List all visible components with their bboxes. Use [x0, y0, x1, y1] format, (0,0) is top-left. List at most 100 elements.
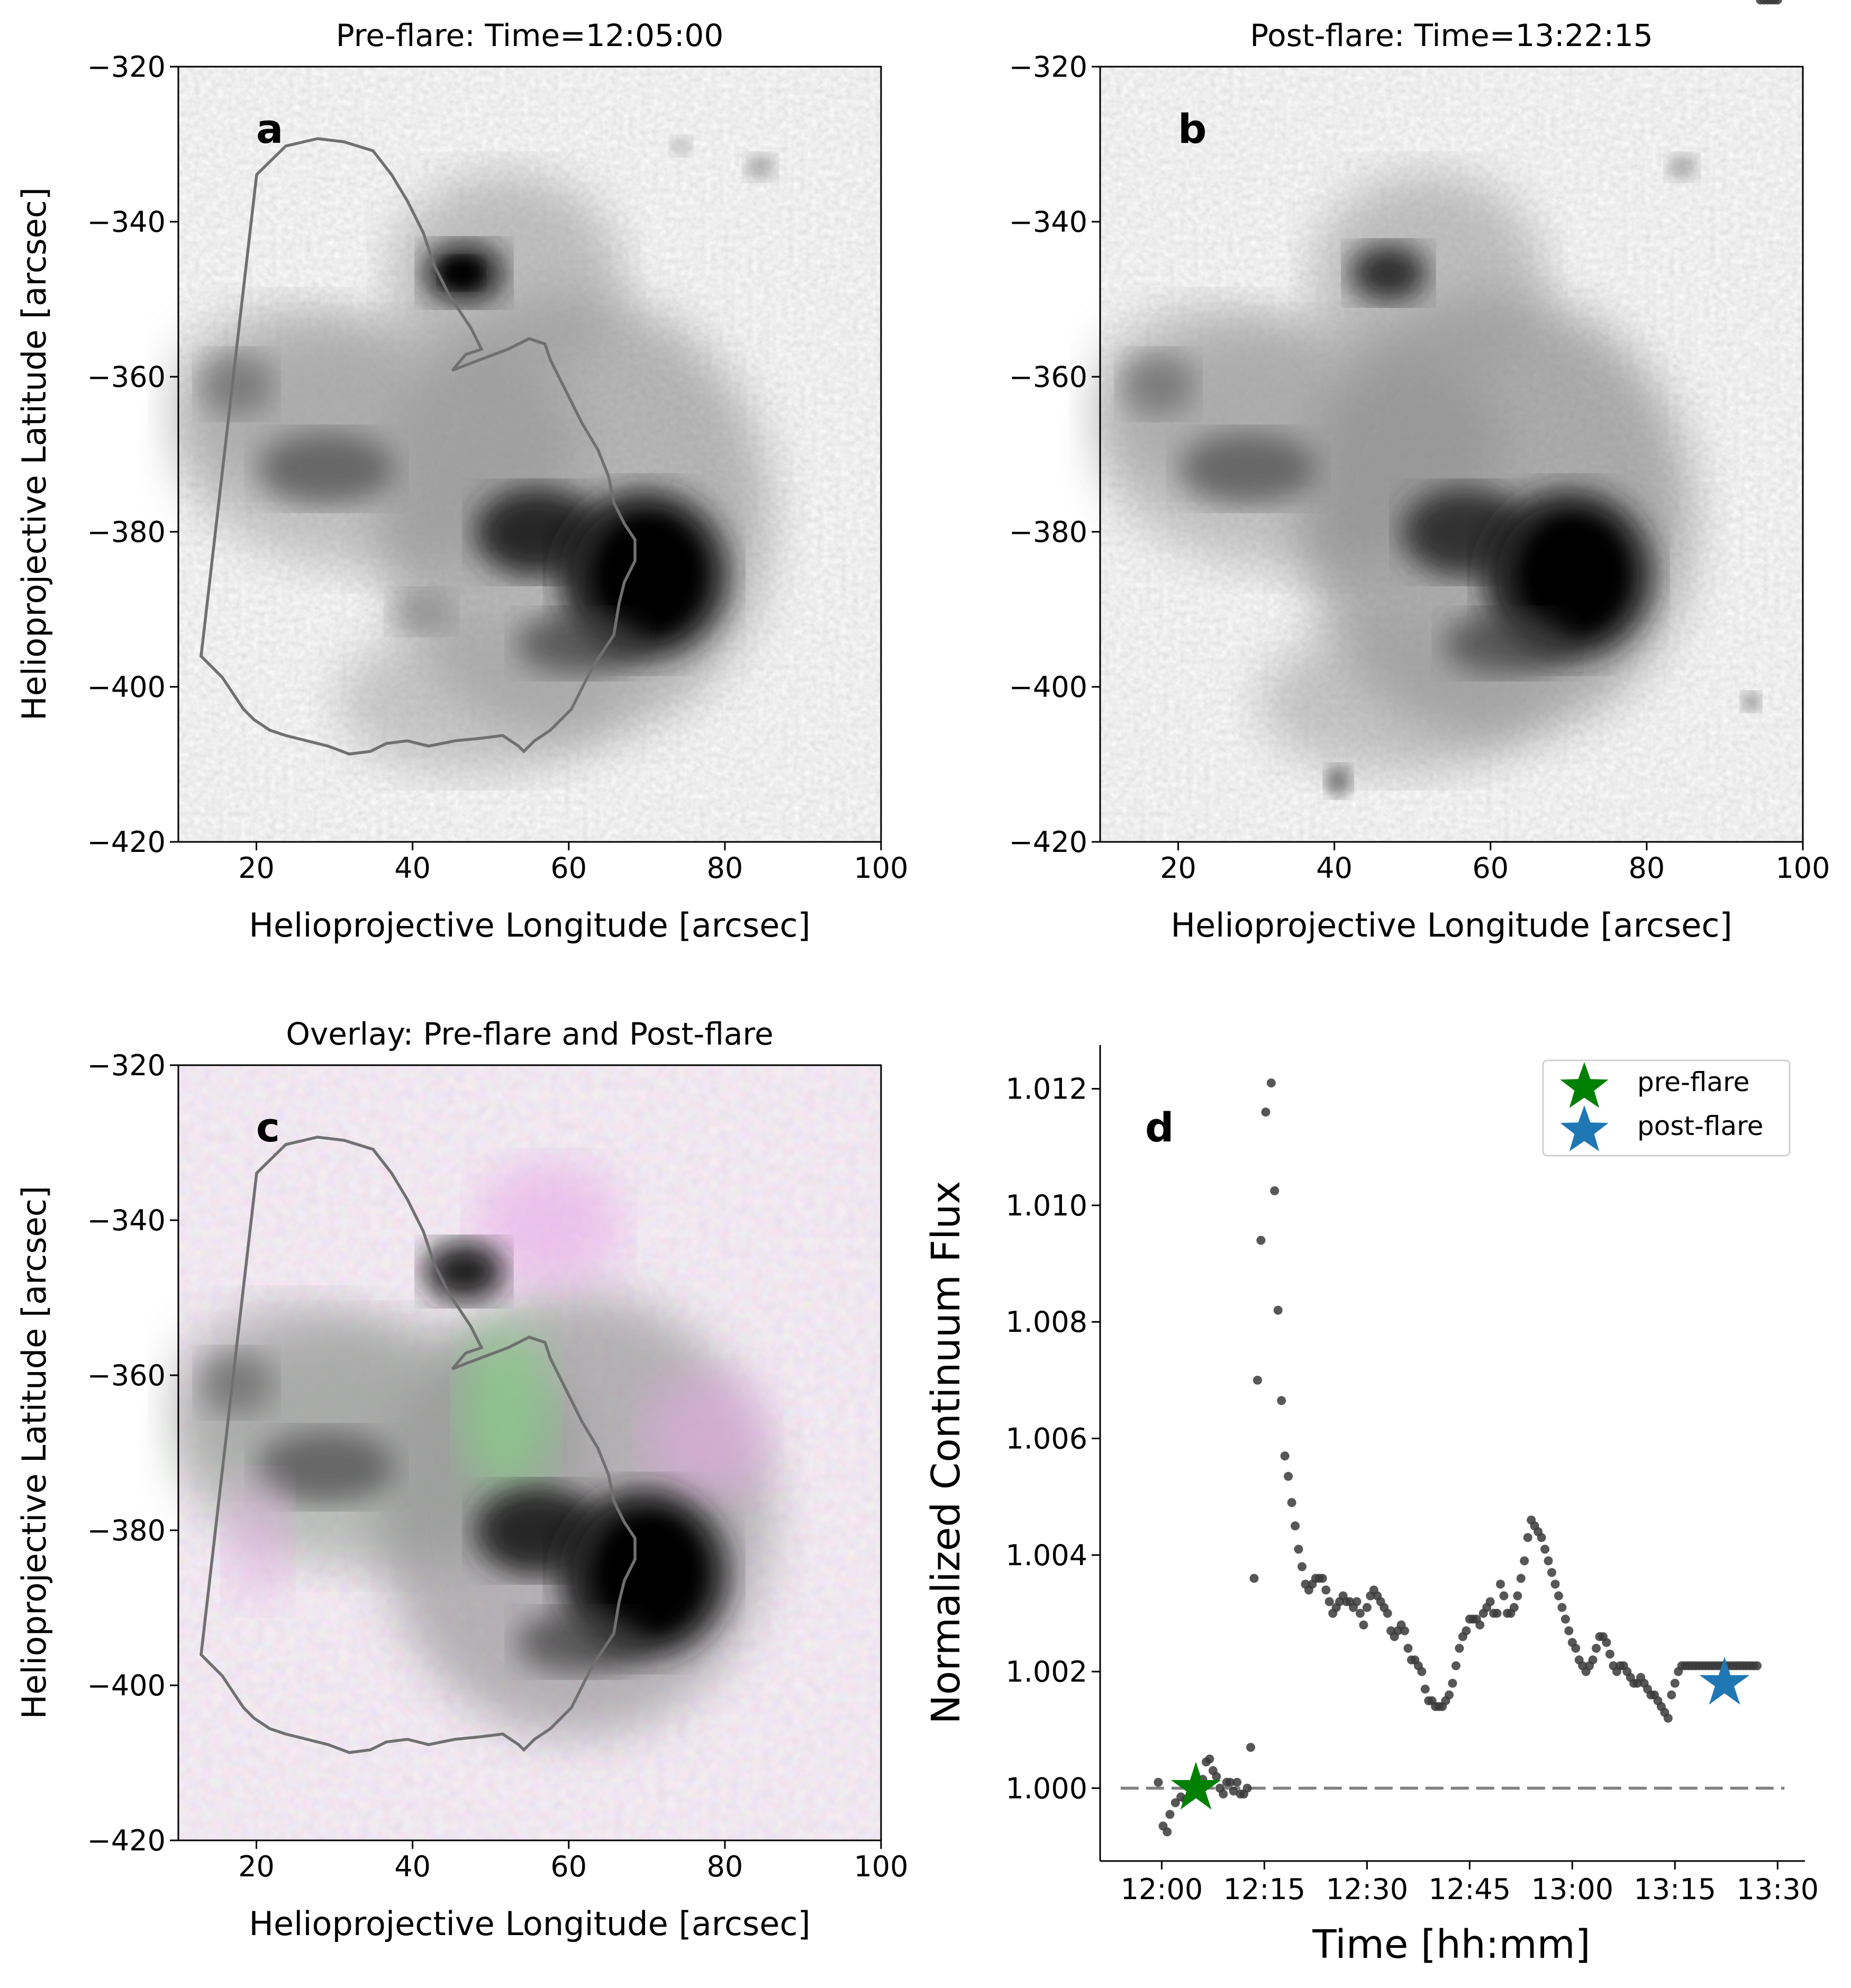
- legend: pre-flare post-flare: [1542, 1059, 1791, 1157]
- xtick-label: 80: [1629, 851, 1665, 885]
- xtick-label: 80: [707, 1850, 743, 1883]
- panel-a-label: a: [256, 105, 283, 152]
- panel-b: [1095, 66, 1804, 843]
- panel-c-ticks: 20 40 60 80 100 −320 −340 −360 −380 −400 −420: [87, 1049, 909, 1883]
- panel-d-xlabel: Time [hh:mm]: [1312, 1922, 1590, 1967]
- panel-c-title: Overlay: Pre-flare and Post-flare: [286, 1016, 773, 1052]
- ytick-label: 1.010: [1005, 1189, 1087, 1222]
- xtick-label: 12:30: [1326, 1873, 1409, 1906]
- panel-b-texts: Post-flare: Time=13:22:15 b Helioproject…: [1009, 17, 1830, 945]
- ytick-label: −380: [1009, 515, 1087, 549]
- xtick-label: 13:00: [1531, 1873, 1613, 1906]
- panel-b-xlabel: Helioprojective Longitude [arcsec]: [1171, 906, 1732, 945]
- flux-point: [1537, 1533, 1546, 1542]
- panel-c-texts: Overlay: Pre-flare and Post-flare c Heli…: [15, 1016, 909, 1943]
- xtick-label: 20: [238, 851, 275, 885]
- flux-point: [1226, 1777, 1235, 1787]
- xtick-label: 60: [550, 1850, 587, 1883]
- panel-b-axes-frame: [1099, 66, 1804, 843]
- panel-c-xlabel: Helioprojective Longitude [arcsec]: [249, 1904, 810, 1943]
- flux-point: [1752, 1661, 1762, 1671]
- flux-point: [1383, 1609, 1392, 1618]
- panel-d-ylabel: Normalized Continuum Flux: [923, 1181, 969, 1724]
- flux-point: [1359, 1620, 1368, 1630]
- flux-point: [1284, 1472, 1293, 1481]
- xtick-label: 20: [238, 1850, 275, 1883]
- ytick-label: −340: [87, 205, 166, 239]
- ytick-label: −380: [87, 515, 166, 549]
- flux-point: [1321, 1585, 1331, 1595]
- xtick-label: 40: [394, 851, 431, 885]
- panel-d-label: d: [1145, 1104, 1174, 1151]
- flux-point: [1445, 1690, 1454, 1700]
- xtick-label: 80: [707, 851, 743, 885]
- panel-a-texts: Pre-flare: Time=12:05:00 a Helioprojecti…: [15, 17, 909, 945]
- panel-a: [173, 66, 882, 843]
- flux-point: [1571, 1644, 1581, 1653]
- panel-a-title: Pre-flare: Time=12:05:00: [336, 17, 723, 53]
- ytick-label: −420: [87, 825, 166, 859]
- flux-point: [1232, 1777, 1242, 1787]
- xtick-label: 13:30: [1736, 1873, 1819, 1906]
- xtick-label: 20: [1160, 851, 1196, 885]
- ytick-label: 1.004: [1005, 1539, 1087, 1572]
- flux-point: [1287, 1498, 1296, 1508]
- ytick-label: 1.012: [1005, 1073, 1087, 1106]
- panel-b-image: [1095, 67, 1803, 842]
- flux-point: [1163, 1827, 1172, 1837]
- flux-point: [1588, 1655, 1598, 1665]
- flux-point: [1667, 1690, 1676, 1700]
- flux-point: [1417, 1667, 1427, 1676]
- flux-point: [1663, 1713, 1673, 1723]
- flux-point: [1253, 1375, 1262, 1385]
- flux-point: [1550, 1579, 1560, 1589]
- ytick-label: −420: [1009, 825, 1087, 859]
- flux-point: [1520, 1556, 1529, 1566]
- flux-point: [1280, 1451, 1290, 1461]
- flux-point: [1670, 1678, 1680, 1688]
- flux-point: [1605, 1649, 1614, 1659]
- flux-point: [1509, 1603, 1519, 1612]
- panel-a-xlabel: Helioprojective Longitude [arcsec]: [249, 906, 810, 945]
- flux-point: [1492, 1609, 1502, 1618]
- ytick-label: 1.002: [1005, 1655, 1087, 1689]
- ytick-label: −360: [87, 1359, 166, 1392]
- flux-point: [1171, 1798, 1180, 1808]
- flux-point: [1485, 1597, 1495, 1606]
- flux-point: [1273, 1305, 1283, 1315]
- xtick-label: 12:15: [1223, 1873, 1306, 1906]
- flux-point: [1270, 1186, 1280, 1195]
- flux-point: [1560, 1614, 1570, 1624]
- flux-point: [1297, 1562, 1306, 1572]
- legend-post-flare-label: post-flare: [1637, 1111, 1763, 1141]
- flux-point: [1499, 1591, 1509, 1601]
- flux-point: [1249, 1574, 1259, 1583]
- panel-a-ticks: 20 40 60 80 100 −320 −340 −360 −380 −400 −420: [87, 50, 909, 885]
- flux-point: [1540, 1545, 1550, 1554]
- ytick-label: −340: [1009, 205, 1087, 239]
- panel-d-texts: d Time [hh:mm] Normalized Continuum Flux…: [923, 1073, 1819, 1967]
- panel-c: [173, 1064, 882, 1841]
- flux-point: [1352, 1597, 1362, 1606]
- flux-point: [1291, 1521, 1300, 1531]
- flux-point: [1496, 1579, 1505, 1589]
- panel-b-label: b: [1178, 105, 1206, 152]
- flux-point: [1256, 1236, 1266, 1245]
- ytick-label: −320: [87, 1049, 166, 1082]
- flux-point: [1355, 1609, 1365, 1618]
- panel-d: pre-flare post-flare: [1099, 0, 1805, 1862]
- panel-a-ylabel: Helioprojective Latitude [arcsec]: [15, 187, 53, 721]
- flux-point: [1212, 1772, 1221, 1781]
- flux-point: [1294, 1545, 1303, 1554]
- flux-point: [1205, 1754, 1214, 1764]
- pre-flare-marker: [1171, 1762, 1221, 1810]
- panel-c-ylabel: Helioprojective Latitude [arcsec]: [15, 1186, 53, 1719]
- flux-point: [1154, 1777, 1163, 1787]
- flux-point: [1400, 1626, 1409, 1636]
- flux-point: [1219, 1789, 1228, 1799]
- ytick-label: −400: [87, 1669, 166, 1702]
- xtick-label: 60: [550, 851, 587, 885]
- legend-pre-flare-label: pre-flare: [1637, 1067, 1749, 1097]
- flux-point: [1523, 1533, 1532, 1542]
